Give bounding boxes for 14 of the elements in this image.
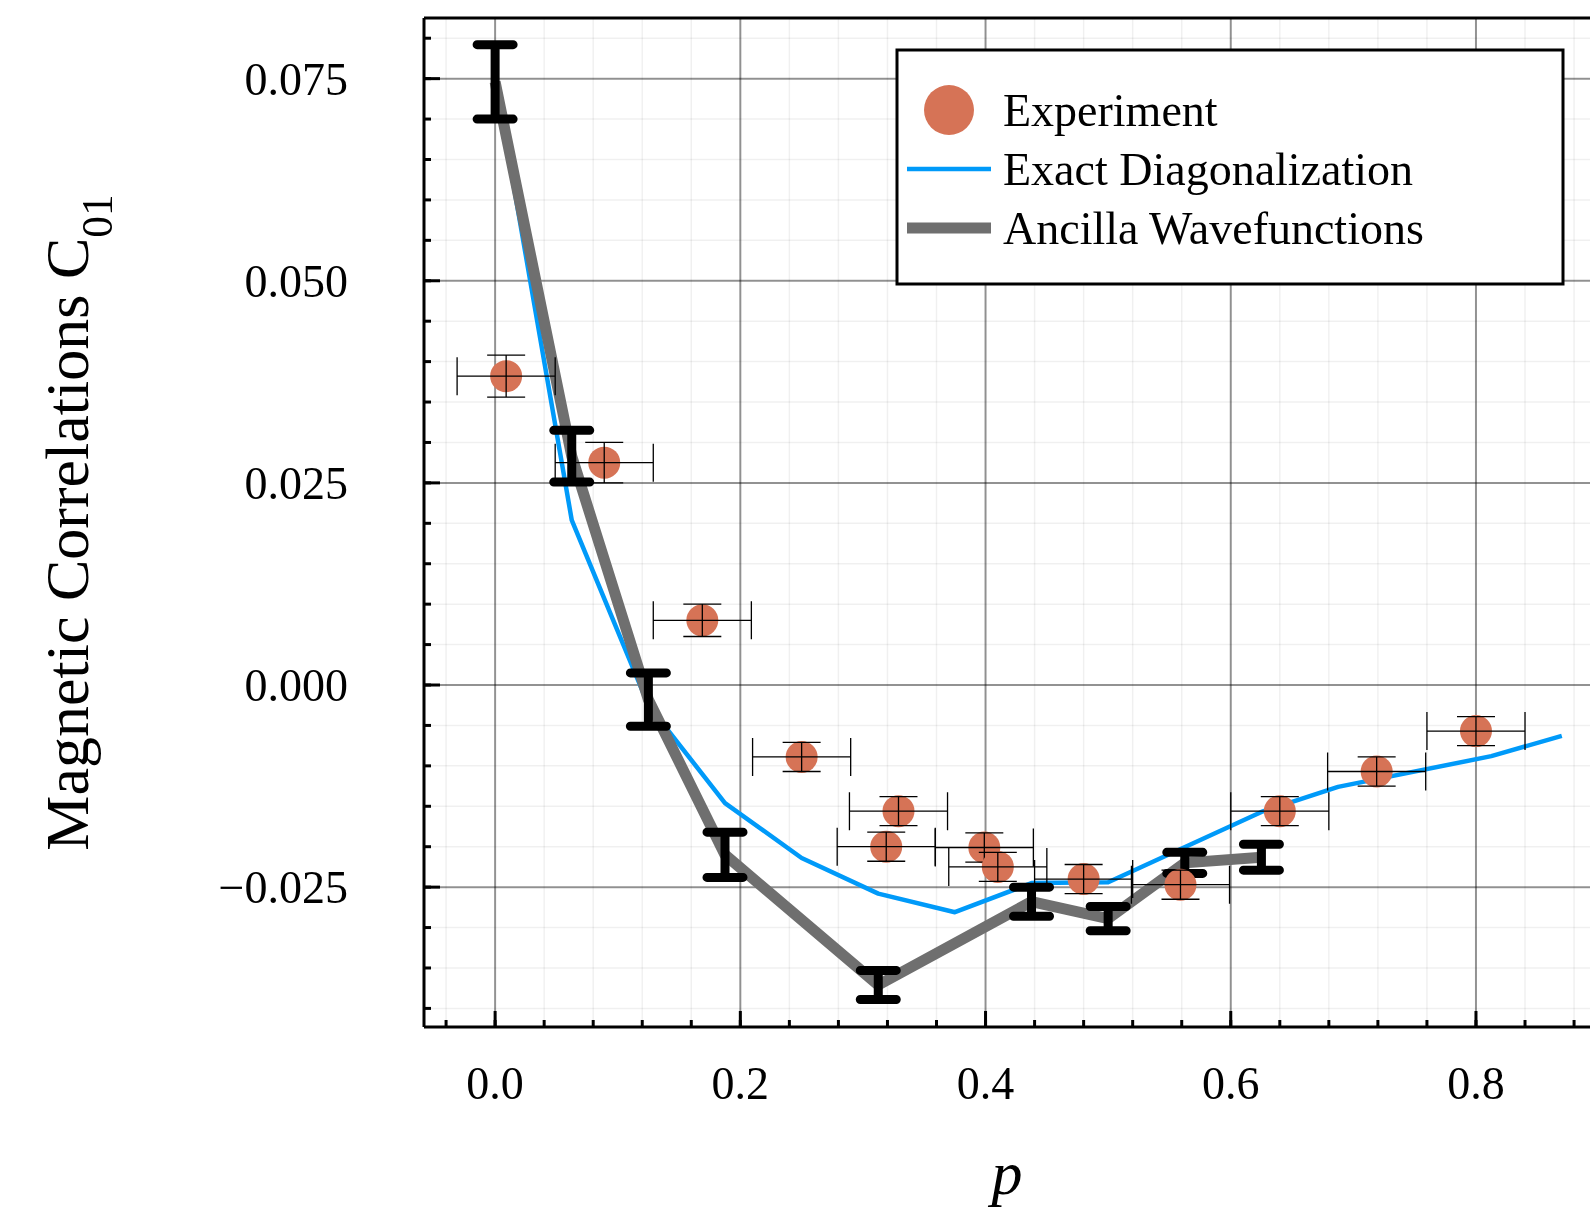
x-tick-label: 0.6 bbox=[1202, 1058, 1260, 1109]
legend-label: Ancilla Wavefunctions bbox=[1003, 203, 1424, 255]
y-tick-label: 0.075 bbox=[244, 53, 348, 105]
y-tick-label: 0.050 bbox=[244, 255, 348, 307]
x-tick-label: 0.0 bbox=[466, 1058, 524, 1109]
x-axis-title: p bbox=[987, 1139, 1023, 1207]
y-tick-label: 0.000 bbox=[244, 660, 348, 712]
x-tick-label: 0.8 bbox=[1447, 1058, 1505, 1109]
legend-label: Exact Diagonalization bbox=[1003, 144, 1414, 196]
y-tick-label: −0.025 bbox=[218, 862, 348, 914]
legend-label: Experiment bbox=[1003, 85, 1218, 137]
x-tick-label: 0.4 bbox=[956, 1058, 1015, 1109]
y-tick-label: 0.025 bbox=[244, 457, 348, 509]
x-tick-label: 0.2 bbox=[711, 1058, 770, 1109]
